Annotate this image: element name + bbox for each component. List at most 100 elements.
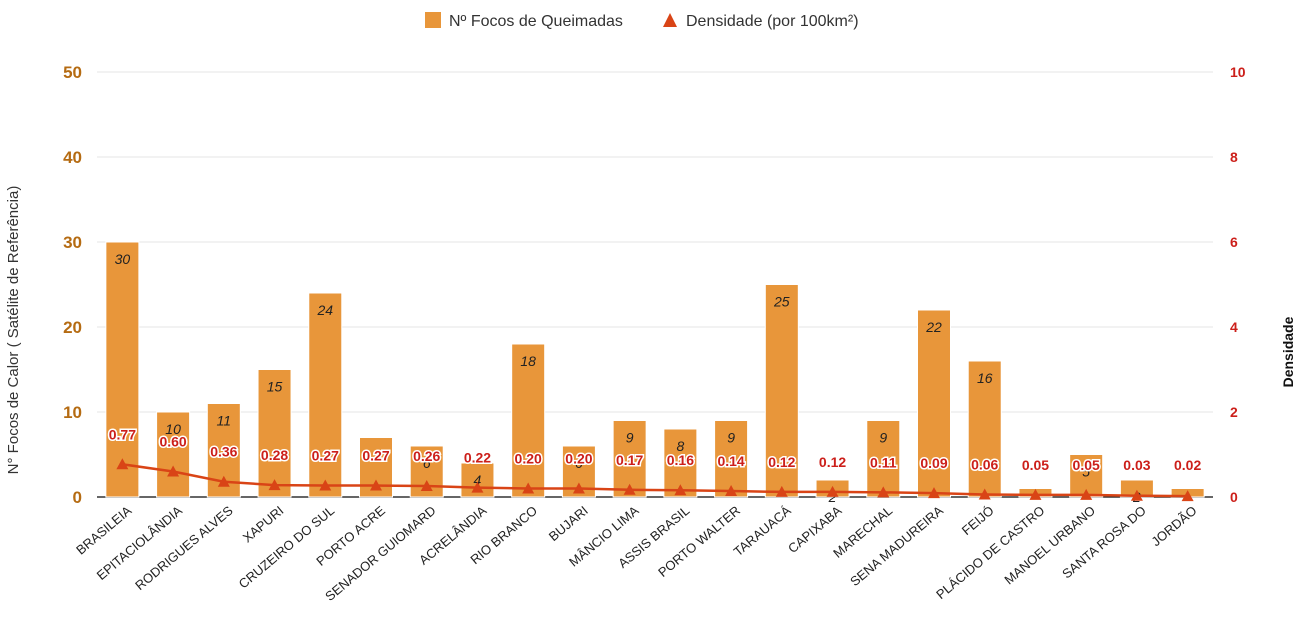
density-value-label: 0.36 — [210, 444, 237, 460]
density-point — [1029, 488, 1042, 500]
bar-value-label: 15 — [267, 379, 283, 395]
y-right-tick-label: 0 — [1230, 489, 1238, 505]
density-point — [877, 486, 890, 498]
density-point — [370, 479, 382, 491]
density-value-label: 0.26 — [413, 448, 440, 464]
y-left-tick-label: 20 — [63, 318, 82, 337]
density-point — [471, 481, 484, 493]
density-point — [928, 487, 940, 499]
y-axis-left-ticks: 0 10 20 30 40 50 — [63, 63, 82, 507]
density-point — [268, 479, 281, 491]
density-value-label: 0.09 — [920, 455, 947, 471]
density-value-labels: 0.77 0.60 0.36 0.28 0.27 0.27 0.26 0.22 0.20 0.20… — [107, 425, 1203, 475]
x-tick-label: BUJARI — [546, 503, 591, 544]
density-value-label: 0.05 — [1022, 457, 1049, 473]
x-tick-label: XAPURI — [240, 503, 287, 546]
y-right-tick-label: 10 — [1230, 64, 1246, 80]
x-tick-label: RODRIGUES ALVES — [132, 503, 236, 593]
bar — [967, 360, 1002, 498]
density-value-label: 0.16 — [667, 452, 694, 468]
y-right-tick-label: 2 — [1230, 404, 1238, 420]
density-point — [978, 488, 991, 500]
x-tick-label: MANOEL URBANO — [1001, 503, 1098, 588]
y-axis-left-label: N° Focos de Calor ( Satélite de Referênc… — [5, 186, 22, 475]
x-tick-label: FEIJÓ — [959, 503, 997, 538]
legend-marker-density — [663, 13, 677, 27]
density-value-label: 0.03 — [1123, 457, 1150, 473]
y-axis-right-label: Densidade — [1280, 316, 1296, 387]
legend-label-density: Densidade (por 100km²) — [686, 13, 859, 30]
y-right-tick-label: 4 — [1230, 319, 1238, 335]
bar — [308, 292, 343, 498]
legend-swatch-bars — [425, 12, 441, 28]
density-value-label: 0.06 — [971, 456, 998, 472]
bar-value-label: 11 — [217, 413, 232, 429]
density-value-label: 0.20 — [565, 451, 592, 467]
density-series — [116, 458, 1194, 502]
x-tick-label: EPITACIOLÂNDIA — [94, 503, 186, 583]
density-point — [572, 482, 585, 494]
bar — [866, 420, 901, 498]
bar-value-label: 5 — [1082, 464, 1090, 480]
density-value-label: 0.60 — [159, 434, 186, 450]
density-point — [826, 485, 839, 497]
legend-label-bars: Nº Focos de Queimadas — [449, 13, 623, 30]
bar — [105, 241, 140, 498]
bar-value-label: 6 — [423, 455, 431, 471]
bar — [764, 284, 799, 498]
density-point — [725, 485, 738, 497]
density-value-label: 0.11 — [870, 454, 897, 470]
x-tick-label: SENA MADUREIRA — [847, 503, 946, 589]
density-value-label: 0.27 — [362, 448, 389, 464]
y-left-tick-label: 40 — [63, 148, 82, 167]
density-point — [1080, 488, 1093, 500]
density-point — [217, 475, 230, 487]
bar-value-label: 4 — [474, 472, 482, 488]
density-point — [1130, 489, 1143, 501]
y-right-tick-label: 6 — [1230, 234, 1238, 250]
bar — [714, 420, 749, 498]
y-right-tick-label: 8 — [1230, 149, 1238, 165]
y-left-tick-label: 10 — [63, 403, 82, 422]
x-tick-label: SANTA ROSA DO — [1059, 503, 1149, 582]
bar-value-label: 9 — [727, 430, 735, 446]
density-line — [122, 463, 1188, 498]
bar-value-label: 22 — [925, 319, 942, 335]
density-point — [116, 458, 129, 470]
density-point — [319, 479, 332, 491]
bar — [917, 309, 951, 498]
y-left-tick-label: 50 — [63, 63, 82, 82]
x-tick-label: JORDÃO — [1148, 503, 1199, 549]
y-left-tick-label: 30 — [63, 233, 82, 252]
density-value-label: 0.12 — [768, 454, 795, 470]
bar-value-label: 2 — [828, 489, 837, 505]
density-value-label: 0.02 — [1174, 457, 1201, 473]
density-value-label: 0.14 — [717, 453, 744, 469]
bar-value-label: 30 — [115, 251, 131, 267]
density-value-label: 0.05 — [1073, 457, 1100, 473]
bar-value-label: 24 — [316, 302, 333, 318]
bar-value-label: 25 — [773, 294, 790, 310]
density-point — [623, 483, 636, 495]
density-point — [775, 485, 788, 497]
bar — [511, 343, 546, 498]
y-left-tick-label: 0 — [73, 488, 82, 507]
density-value-label: 0.12 — [819, 454, 846, 470]
density-value-label: 0.20 — [515, 451, 542, 467]
bar-series — [105, 241, 1205, 498]
bar-value-label: 16 — [977, 370, 993, 386]
bar-value-label: 9 — [626, 430, 634, 446]
density-value-label: 0.27 — [312, 448, 339, 464]
density-value-label: 0.17 — [616, 452, 643, 468]
bar — [156, 411, 191, 498]
bar-value-label: 8 — [676, 438, 684, 454]
bar-value-label: 10 — [165, 421, 181, 437]
density-point — [420, 479, 433, 491]
density-point — [1181, 490, 1194, 502]
bar-value-label: 18 — [520, 353, 536, 369]
density-value-label: 0.28 — [261, 447, 288, 463]
density-point — [167, 465, 180, 477]
density-value-label: 0.22 — [464, 450, 491, 466]
